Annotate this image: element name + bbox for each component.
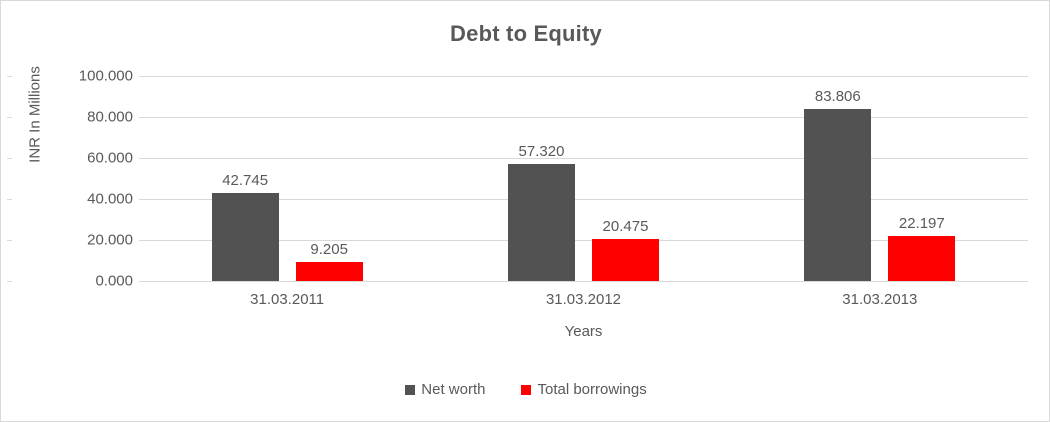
bar-slot: 22.197 <box>888 76 956 281</box>
y-axis-tick-label: 20.000 <box>87 231 133 249</box>
y-axis-tickmark <box>7 281 12 282</box>
legend-item-net-worth[interactable]: Net worth <box>405 381 485 398</box>
bar-slot: 9.205 <box>295 76 363 281</box>
legend-label: Total borrowings <box>537 381 647 398</box>
x-axis-tick-label: 31.03.2013 <box>842 291 918 308</box>
bar-value-label: 42.745 <box>222 172 269 190</box>
bar-value-label: 20.475 <box>602 218 649 236</box>
bar-total-borrowings[interactable] <box>591 239 659 281</box>
plot-area <box>139 76 1028 282</box>
bar-net-worth[interactable] <box>804 109 872 281</box>
bar-net-worth[interactable] <box>507 163 575 281</box>
y-axis-tickmark <box>7 199 12 200</box>
gridline <box>139 76 1028 77</box>
gridline <box>139 117 1028 118</box>
bar-group: 42.745 9.205 <box>139 76 435 281</box>
bar-groups: 42.745 9.205 57.320 20.475 83.806 22.197 <box>139 76 1028 281</box>
chart-legend: Net worth Total borrowings <box>1 381 1049 398</box>
gridline <box>139 199 1028 200</box>
legend-label: Net worth <box>421 381 486 398</box>
legend-swatch-icon <box>405 384 416 395</box>
gridline <box>139 240 1028 241</box>
x-axis-tick-label: 31.03.2011 <box>250 291 325 308</box>
y-axis-tick-label: 0.000 <box>95 272 133 290</box>
y-axis-tickmark <box>7 158 12 159</box>
y-axis-tick-label: 60.000 <box>87 149 133 167</box>
bar-total-borrowings[interactable] <box>888 235 956 281</box>
y-axis-tickmark <box>7 117 12 118</box>
y-axis-tickmark <box>7 240 12 241</box>
y-axis-tickmark <box>7 76 12 77</box>
x-axis-tick-label: 31.03.2012 <box>545 291 622 308</box>
bar-total-borrowings[interactable] <box>295 262 363 281</box>
bar-value-label: 83.806 <box>814 88 861 106</box>
bar-slot: 83.806 <box>804 76 872 281</box>
legend-swatch-icon <box>521 384 532 395</box>
y-axis-tick-label: 80.000 <box>87 108 133 126</box>
y-axis-ticks: 100.000 80.000 60.000 40.000 20.000 0.000 <box>7 68 133 290</box>
bar-slot: 42.745 <box>211 76 279 281</box>
bar-group: 83.806 22.197 <box>732 76 1028 281</box>
gridline <box>139 281 1028 282</box>
bar-net-worth[interactable] <box>211 193 279 281</box>
x-axis-tick-labels: 31.03.2011 31.03.2012 31.03.2013 <box>139 291 1028 313</box>
bar-value-label: 57.320 <box>518 142 565 160</box>
y-axis-tick-label: 40.000 <box>87 190 133 208</box>
bar-group: 57.320 20.475 <box>435 76 731 281</box>
bar-slot: 20.475 <box>591 76 659 281</box>
bar-value-label: 22.197 <box>898 214 945 232</box>
chart-title: Debt to Equity <box>450 21 602 46</box>
bar-slot: 57.320 <box>507 76 575 281</box>
bar-value-label: 9.205 <box>310 241 348 259</box>
gridline <box>139 158 1028 159</box>
y-axis-tick-label: 100.000 <box>78 67 133 85</box>
x-axis-title: Years <box>564 323 603 340</box>
legend-item-total-borrowings[interactable]: Total borrowings <box>521 381 647 398</box>
